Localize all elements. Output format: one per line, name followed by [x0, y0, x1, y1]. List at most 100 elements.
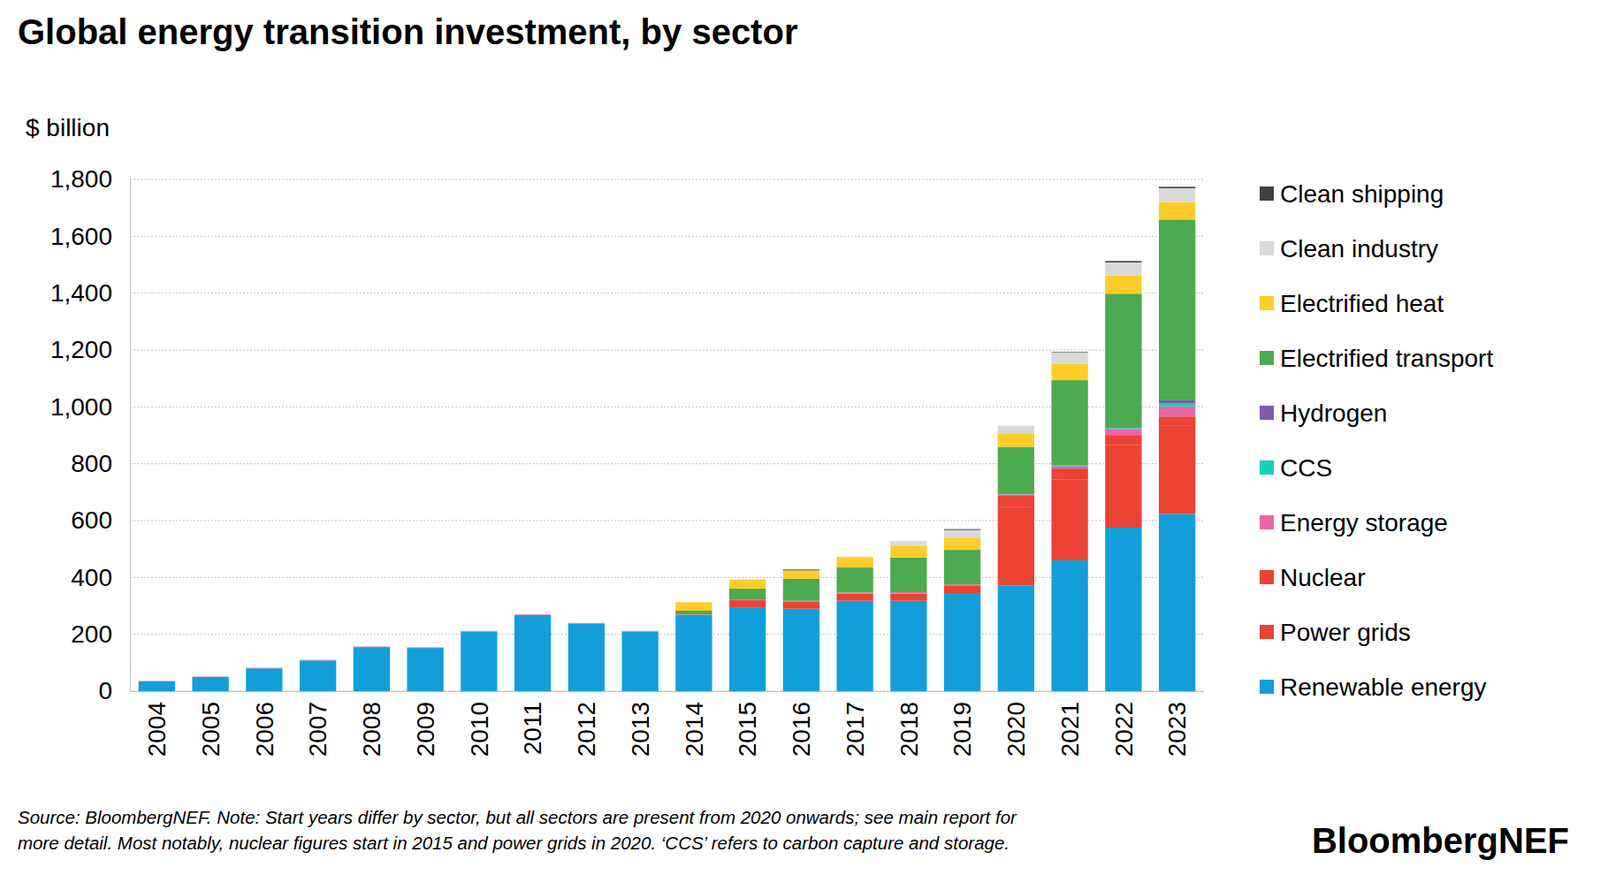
x-tick: 2013 — [626, 691, 655, 757]
bar — [1051, 466, 1088, 470]
bar — [675, 601, 712, 611]
bar — [944, 528, 981, 531]
x-tick-label: 2010 — [465, 701, 494, 757]
x-tick: 2007 — [304, 691, 332, 757]
bar — [299, 660, 336, 692]
bar — [998, 447, 1035, 495]
title: Global energy transition investment, by … — [17, 12, 798, 52]
note: more detail. Most notably, nuclear figur… — [17, 832, 1010, 854]
grid-line — [129, 236, 1204, 237]
x-tick-label: 2007 — [304, 701, 332, 757]
legend-swatch — [1259, 405, 1274, 420]
bar — [245, 668, 282, 692]
legend-label: Hydrogen — [1280, 399, 1387, 427]
bar — [998, 433, 1035, 447]
bar — [460, 630, 497, 633]
grid-line — [129, 179, 1204, 181]
y-tick: 800 — [70, 449, 130, 478]
x-tick: 2021 — [1056, 691, 1084, 757]
legend-label: CCS — [1280, 454, 1333, 482]
grid-line — [129, 691, 1204, 693]
bar — [944, 593, 981, 692]
bar — [944, 586, 981, 594]
x-tick: 2004 — [143, 691, 171, 757]
bar — [729, 588, 766, 600]
bar — [1158, 514, 1196, 692]
legend-swatch — [1259, 350, 1274, 366]
legend: Clean shippingClean industryElectrified … — [1259, 180, 1494, 701]
y-tick-label: 600 — [70, 506, 113, 534]
bar — [783, 609, 820, 692]
bar — [1051, 468, 1088, 480]
bar — [1104, 429, 1142, 435]
bar — [836, 556, 873, 568]
bar — [729, 600, 766, 608]
x-tick-label: 2017 — [841, 701, 869, 757]
bar — [1158, 219, 1196, 401]
x-tick-label: 2013 — [626, 701, 655, 757]
y-tick-label: 1,000 — [50, 393, 113, 421]
x-tick: 2011 — [518, 691, 547, 755]
bar — [783, 569, 820, 572]
bar — [729, 579, 766, 589]
x-axis: 2004200520062007200820092010201120122013… — [130, 691, 1205, 757]
bar — [1104, 293, 1142, 428]
bar — [353, 646, 390, 648]
x-tick-label: 2015 — [733, 701, 762, 757]
bar — [998, 507, 1035, 586]
grid — [129, 179, 1204, 692]
bar — [406, 647, 443, 692]
bar — [299, 659, 336, 662]
bar — [406, 647, 443, 649]
bar — [1158, 201, 1196, 220]
bar — [1158, 400, 1196, 404]
legend-swatch — [1259, 296, 1274, 311]
bar — [1158, 426, 1196, 515]
x-tick-label: 2008 — [358, 701, 386, 757]
bar — [1104, 445, 1142, 528]
y-tick: 200 — [70, 620, 130, 648]
bar — [675, 610, 712, 615]
x-tick: 2008 — [358, 691, 386, 757]
bar — [191, 676, 229, 678]
x-tick-label: 2004 — [143, 701, 171, 757]
x-tick-label: 2022 — [1110, 701, 1138, 757]
y-tick-label: 0 — [98, 677, 113, 705]
x-tick: 2006 — [251, 691, 279, 757]
y-axis-label: $ billion — [25, 114, 110, 142]
bar — [1104, 262, 1142, 275]
legend-label: Power grids — [1280, 618, 1411, 647]
x-tick: 2005 — [197, 691, 225, 757]
bar — [836, 601, 873, 692]
bar — [890, 557, 927, 593]
bar — [783, 601, 820, 610]
x-tick: 2016 — [787, 691, 816, 757]
y-tick-label: 400 — [70, 563, 113, 592]
bar — [460, 631, 497, 692]
y-tick: 400 — [70, 563, 130, 592]
bar — [1051, 464, 1088, 467]
y-tick: 1,000 — [50, 393, 130, 421]
bar — [998, 585, 1035, 692]
bar — [944, 584, 981, 587]
x-tick: 2022 — [1110, 691, 1138, 757]
bar — [1051, 352, 1088, 365]
bar — [1104, 427, 1142, 429]
bar — [998, 426, 1035, 435]
y-tick: 1,800 — [50, 165, 130, 193]
bar — [1158, 186, 1196, 189]
chart: Global energy transition investment, by … — [0, 0, 1600, 875]
grid-line — [129, 520, 1204, 522]
x-tick: 2014 — [680, 691, 709, 757]
x-tick-label: 2012 — [572, 701, 601, 757]
bar — [890, 592, 927, 595]
legend-label: Nuclear — [1280, 563, 1365, 592]
bar — [514, 614, 551, 617]
logo: BloombergNEF — [1311, 821, 1570, 861]
x-tick-label: 2005 — [197, 701, 225, 757]
legend-swatch — [1259, 460, 1274, 475]
legend-swatch — [1259, 186, 1274, 201]
bar — [836, 594, 873, 602]
grid-line — [129, 463, 1204, 465]
bar — [944, 530, 981, 539]
